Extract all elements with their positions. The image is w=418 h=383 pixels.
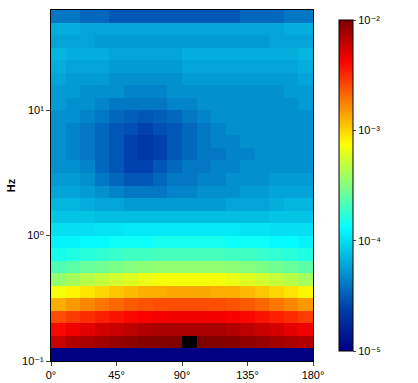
svg-text:135°: 135° [236,369,259,381]
svg-text:10⁰: 10⁰ [27,229,44,241]
svg-text:Hz: Hz [5,178,17,192]
svg-text:90°: 90° [174,369,191,381]
svg-text:0°: 0° [46,369,57,381]
svg-text:10¹: 10¹ [28,104,44,116]
svg-text:10⁻³: 10⁻³ [358,124,380,136]
svg-text:10⁻⁴: 10⁻⁴ [358,235,381,247]
svg-text:180°: 180° [302,369,325,381]
svg-text:10⁻¹: 10⁻¹ [22,355,44,367]
svg-text:10⁻²: 10⁻² [358,14,380,26]
svg-text:45°: 45° [108,369,125,381]
svg-text:10⁻⁵: 10⁻⁵ [358,345,381,357]
